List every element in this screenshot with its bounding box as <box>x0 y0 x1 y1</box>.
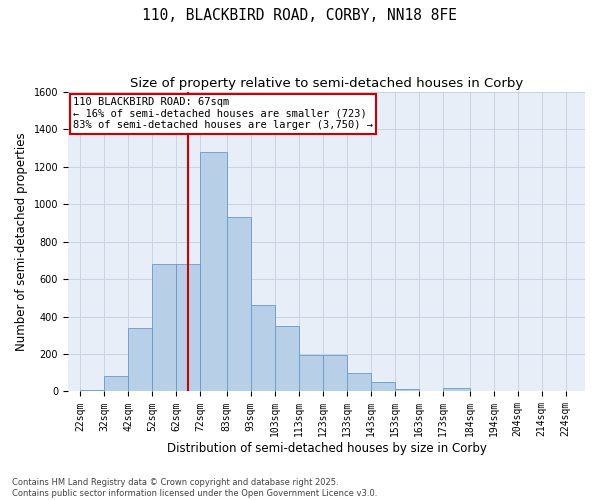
Bar <box>200 152 227 392</box>
Text: 110 BLACKBIRD ROAD: 67sqm
← 16% of semi-detached houses are smaller (723)
83% of: 110 BLACKBIRD ROAD: 67sqm ← 16% of semi-… <box>73 98 373 130</box>
Bar <box>227 217 251 392</box>
Text: 110, BLACKBIRD ROAD, CORBY, NN18 8FE: 110, BLACKBIRD ROAD, CORBY, NN18 8FE <box>143 8 458 22</box>
Bar <box>347 372 371 392</box>
Bar <box>323 355 347 392</box>
Bar <box>128 328 152 392</box>
Bar <box>251 306 275 392</box>
Bar <box>371 382 395 392</box>
Bar <box>104 376 128 392</box>
X-axis label: Distribution of semi-detached houses by size in Corby: Distribution of semi-detached houses by … <box>167 442 487 455</box>
Title: Size of property relative to semi-detached houses in Corby: Size of property relative to semi-detach… <box>130 78 523 90</box>
Bar <box>299 355 323 392</box>
Text: Contains HM Land Registry data © Crown copyright and database right 2025.
Contai: Contains HM Land Registry data © Crown c… <box>12 478 377 498</box>
Bar <box>395 388 419 392</box>
Bar <box>80 390 104 392</box>
Bar <box>275 326 299 392</box>
Bar <box>176 264 200 392</box>
Bar <box>152 264 176 392</box>
Y-axis label: Number of semi-detached properties: Number of semi-detached properties <box>15 132 28 351</box>
Bar <box>443 388 470 392</box>
